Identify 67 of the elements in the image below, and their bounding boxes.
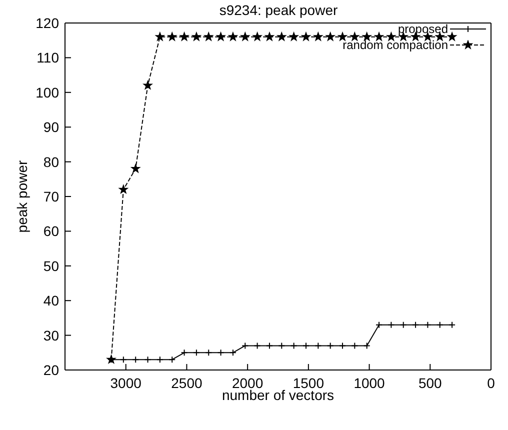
legend-label: random compaction [342, 38, 448, 52]
point [265, 32, 274, 41]
y-tick-label: 70 [43, 188, 60, 204]
point [339, 342, 346, 350]
point [192, 349, 200, 356]
point [436, 321, 444, 328]
point [314, 342, 322, 350]
point [168, 32, 176, 41]
point [156, 32, 164, 41]
point [229, 349, 236, 356]
y-tick-label: 20 [43, 362, 60, 378]
chart-title: s9234: peak power [218, 2, 339, 18]
point [363, 342, 370, 350]
y-tick-label: 40 [43, 292, 60, 309]
point [302, 342, 310, 350]
point [240, 32, 250, 41]
x-tick-label: 1000 [354, 374, 386, 391]
point [253, 32, 262, 41]
point [228, 32, 238, 41]
y-tick-label: 60 [43, 223, 60, 240]
point [278, 342, 286, 350]
y-tick-label: 120 [36, 14, 60, 31]
point [326, 342, 334, 350]
point [290, 342, 298, 350]
point [180, 349, 188, 356]
x-tick-label: 2500 [171, 374, 202, 391]
point [277, 32, 286, 41]
legend-label: proposed [398, 22, 448, 36]
x-tick-label: 500 [418, 374, 442, 391]
point [424, 321, 432, 328]
point [204, 32, 213, 41]
point [412, 321, 420, 328]
x-tick-label: 0 [487, 374, 496, 391]
point [216, 32, 226, 41]
point [205, 349, 212, 356]
point [302, 32, 310, 41]
point [266, 342, 273, 350]
y-tick-label: 110 [36, 50, 60, 66]
point [144, 356, 152, 364]
y-tick-label: 80 [43, 154, 60, 170]
point [376, 321, 383, 328]
point [156, 356, 164, 364]
point [143, 80, 152, 90]
point [374, 32, 384, 41]
point [326, 32, 335, 41]
y-axis-title: peak power [14, 160, 30, 233]
point [254, 342, 261, 350]
point [132, 356, 140, 364]
point [290, 32, 298, 41]
y-tick-label: 90 [43, 119, 60, 136]
point [119, 185, 128, 194]
point [448, 32, 456, 41]
point [217, 349, 224, 356]
x-tick-label: 3000 [110, 374, 142, 391]
point [168, 356, 176, 364]
point [242, 342, 249, 350]
point [338, 32, 347, 41]
point [131, 164, 140, 172]
point [314, 32, 322, 41]
y-tick-label: 30 [43, 327, 60, 344]
point [351, 342, 358, 350]
point [388, 321, 395, 328]
point [192, 32, 201, 41]
point [180, 32, 189, 41]
point [400, 321, 407, 328]
y-tick-label: 50 [43, 258, 60, 274]
y-tick-label: 100 [36, 84, 60, 100]
